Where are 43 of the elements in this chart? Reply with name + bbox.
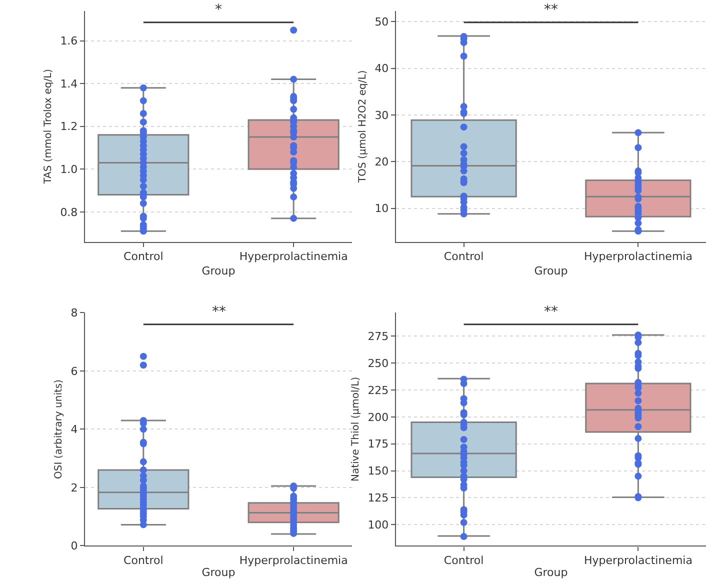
y-tick-label: 275 [368,330,389,343]
y-tick-label: 0 [70,540,78,553]
y-tick-label: 2 [70,481,78,494]
y-tick-label: 30 [374,108,389,122]
x-tick-label: Hyperprolactinemia [239,554,348,567]
y-tick-label: 50 [374,15,389,28]
x-tick-label: Control [124,554,164,567]
y-axis-title: TOS (µmol H2O2 eq/L) [358,70,369,184]
x-tick-label: Control [124,250,164,264]
y-tick-label: 8 [70,306,78,320]
annotation: ** [544,304,558,320]
y-axis-title: OSI (arbitrary units) [54,379,65,479]
y-tick-label: 1.6 [60,34,78,48]
y-tick-label: 100 [368,518,389,532]
x-tick-label: Hyperprolactinemia [584,250,692,264]
y-tick-label: 175 [368,438,389,451]
x-axis-title: Group [534,264,568,278]
annotation: ** [212,304,226,320]
y-axis-title: Native Thiol (µmol/L) [350,376,362,482]
x-tick-label: Hyperprolactinemia [239,250,348,264]
y-tick-label: 225 [368,384,389,397]
y-tick-label: 125 [368,492,389,505]
x-tick-label: Control [444,250,484,264]
x-tick-label: Hyperprolactinemia [584,554,692,567]
y-tick-label: 1.4 [60,77,78,90]
y-tick-label: 150 [368,464,389,478]
annotation: ** [544,2,558,18]
annotation: * [215,2,222,18]
x-tick-label: Control [444,554,484,567]
y-tick-label: 40 [374,62,389,76]
y-tick-label: 1.0 [60,162,78,176]
y-tick-label: 0.8 [60,206,78,219]
y-axis-title: TAS (mmol Trolox eq/L) [43,68,54,185]
y-tick-label: 6 [70,364,78,378]
y-tick-label: 200 [368,410,389,424]
x-axis-title: Group [202,264,236,278]
y-tick-label: 20 [374,155,389,168]
y-tick-label: 250 [368,356,389,370]
x-axis-title: Group [534,566,568,579]
y-tick-label: 10 [374,202,389,216]
y-tick-label: 1.2 [60,120,78,134]
y-tick-label: 4 [70,423,78,436]
x-axis-title: Group [202,566,236,579]
